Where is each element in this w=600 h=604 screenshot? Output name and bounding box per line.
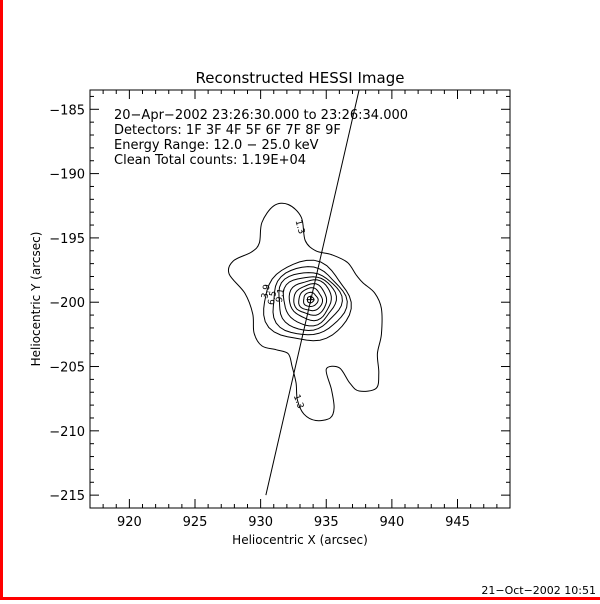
info-line-detectors: Detectors: 1F 3F 4F 5F 6F 7F 8F 9F: [114, 123, 341, 138]
y-tick-label--205: −205: [49, 361, 85, 376]
contour-group: [227, 202, 383, 422]
y-tick-label--190: −190: [49, 168, 85, 183]
chart-title: Reconstructed HESSI Image: [196, 69, 405, 87]
y-tick-label--195: −195: [49, 232, 85, 247]
info-line-counts: Clean Total counts: 1.19E+04: [114, 153, 306, 168]
left-red-edge: [0, 0, 3, 600]
x-tick-label-930: 930: [248, 515, 273, 530]
y-tick-label--185: −185: [49, 103, 85, 118]
info-line-energy: Energy Range: 12.0 − 25.0 keV: [114, 138, 319, 153]
tick-label-group: 920 925 930 935 940 945 −185 −190 −195 −200 −205 −2…: [49, 103, 470, 530]
contour-label-1: 1.3: [293, 219, 306, 235]
contour-level-2: [263, 259, 352, 342]
contour-level-6: [288, 279, 332, 322]
tick-group: [89, 90, 511, 509]
y-tick-label--215: −215: [49, 489, 85, 504]
contour-level-4: [278, 272, 343, 332]
limb-line-group: [265, 89, 360, 496]
info-block: 20−Apr−2002 23:26:30.000 to 23:26:34.000…: [114, 108, 408, 168]
x-tick-label-925: 925: [183, 515, 208, 530]
limb-line: [265, 89, 360, 496]
contour-label-4: 6.5: [267, 290, 279, 306]
y-tick-label--200: −200: [49, 296, 85, 311]
info-line-time: 20−Apr−2002 23:26:30.000 to 23:26:34.000: [114, 108, 408, 123]
contour-label-2: 1.3: [291, 393, 305, 410]
contour-level-9: [303, 291, 319, 308]
contour-label-3: 3.9: [260, 283, 272, 299]
contour-level-8: [298, 287, 323, 312]
x-tick-label-945: 945: [445, 515, 470, 530]
bottom-red-edge: [0, 597, 600, 600]
x-axis-label: Heliocentric X (arcsec): [232, 533, 368, 547]
contour-level-7: [293, 283, 328, 316]
x-tick-label-920: 920: [117, 515, 142, 530]
y-axis-label: Heliocentric Y (arcsec): [29, 232, 43, 367]
footer-timestamp: 21−Oct−2002 10:51: [481, 584, 596, 597]
contour-label-5: 9.1: [275, 288, 287, 304]
x-tick-label-940: 940: [379, 515, 404, 530]
contour-outer: [227, 202, 383, 422]
contour-label-group: 1.3 1.3 3.96.59.1: [260, 219, 306, 410]
y-tick-label--210: −210: [49, 425, 85, 440]
x-tick-label-935: 935: [314, 515, 339, 530]
contour-level-5: [282, 276, 337, 327]
contour-level-3: [272, 266, 348, 336]
